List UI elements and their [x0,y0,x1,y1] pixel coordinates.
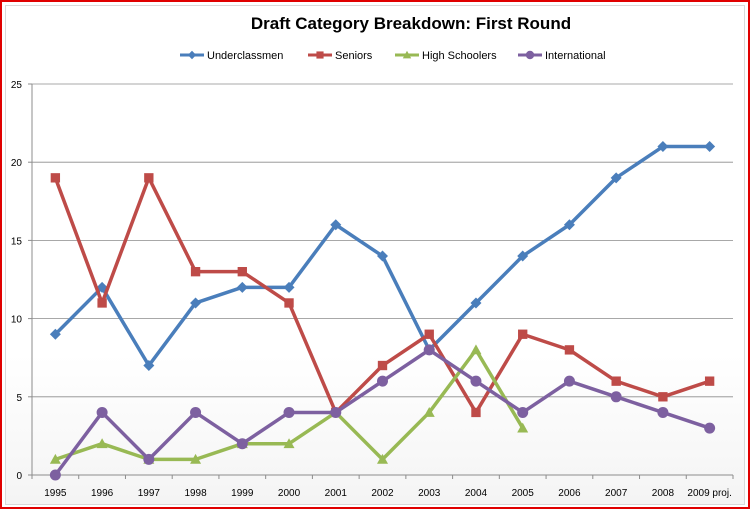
data-point [49,453,61,464]
data-point [471,407,481,418]
data-point [237,267,247,277]
x-tick-label: 2002 [371,488,394,499]
chart-area [5,5,745,505]
data-point [610,172,622,184]
data-point [283,281,295,293]
series-international [49,344,716,481]
x-tick-label: 2005 [512,488,535,499]
legend-label: International [545,50,606,62]
data-point [190,406,202,418]
data-point [377,360,388,371]
x-tick-label: 2006 [558,488,581,499]
legend-label: High Schoolers [422,50,497,62]
data-point [190,297,202,309]
data-point [658,392,668,402]
x-tick-label: 1995 [44,488,67,499]
x-tick-label: 2001 [325,488,348,499]
data-point [144,173,154,183]
data-point [423,344,435,356]
legend-marker [402,50,412,59]
legend-item: High Schoolers [395,50,497,62]
legend-item: Underclassmen [180,50,283,62]
series-seniors [50,173,715,418]
data-point [330,406,342,418]
data-point [49,469,61,481]
data-point [657,406,669,418]
data-point [423,406,435,417]
data-point [563,219,575,231]
y-tick-label: 20 [11,158,23,169]
data-point [190,453,202,464]
legend-item: International [518,50,606,62]
x-tick-label: 2009 proj. [687,488,731,499]
data-point [470,375,482,387]
x-tick-label: 2008 [652,488,675,499]
y-tick-label: 0 [16,471,22,482]
data-point [424,329,434,339]
data-point [704,141,716,153]
data-point [190,267,201,277]
data-point [96,406,108,418]
data-point [143,453,155,465]
data-point [97,298,107,308]
legend-item: Seniors [308,50,373,62]
x-tick-label: 2003 [418,488,441,499]
axes: 0 5 10 15 20 25 1995 1996 1997 1998 1999 2000 2001 20… [11,80,734,499]
legend-marker [187,50,197,60]
legend-marker [316,51,324,59]
x-tick-label: 2007 [605,488,628,499]
x-tick-label: 1998 [184,488,207,499]
data-point [143,360,155,372]
y-tick-label: 5 [16,393,22,404]
legend-label: Seniors [335,50,373,62]
data-point [283,406,295,418]
data-point [517,250,529,262]
data-point [611,376,621,386]
data-point [610,391,622,403]
data-point [236,281,248,293]
data-point [330,219,342,231]
data-point [517,406,529,418]
data-point [236,438,248,450]
x-tick-label: 1996 [91,488,114,499]
data-point [518,329,528,339]
data-point [50,173,61,183]
series-underclassmen [49,141,716,372]
legend-marker [525,50,535,60]
data-point [704,376,715,386]
data-point [657,141,669,153]
data-point [704,422,716,434]
data-point [96,438,108,449]
data-point [377,375,388,387]
data-point [563,375,575,387]
gridlines [32,83,733,398]
data-point [283,438,295,449]
data-point [377,250,388,262]
y-tick-label: 15 [11,236,23,247]
x-tick-label: 2004 [465,488,488,499]
x-tick-label: 1997 [138,488,161,499]
data-point [49,328,61,340]
chart-title: Draft Category Breakdown: First Round [251,14,571,33]
data-point [517,422,529,433]
y-tick-label: 10 [11,315,23,326]
legend-label: Underclassmen [207,50,283,62]
data-point [470,344,482,355]
data-point [564,345,575,355]
x-tick-label: 1999 [231,488,254,499]
data-point [470,297,482,309]
series-high-schoolers [49,344,529,464]
data-point [284,298,294,308]
data-point [377,453,388,464]
x-tick-label: 2000 [278,488,301,499]
y-tick-label: 25 [11,80,23,91]
legend: Underclassmen Seniors High Schoolers Intern… [180,50,606,62]
series-group [49,141,716,481]
data-point [96,281,108,293]
